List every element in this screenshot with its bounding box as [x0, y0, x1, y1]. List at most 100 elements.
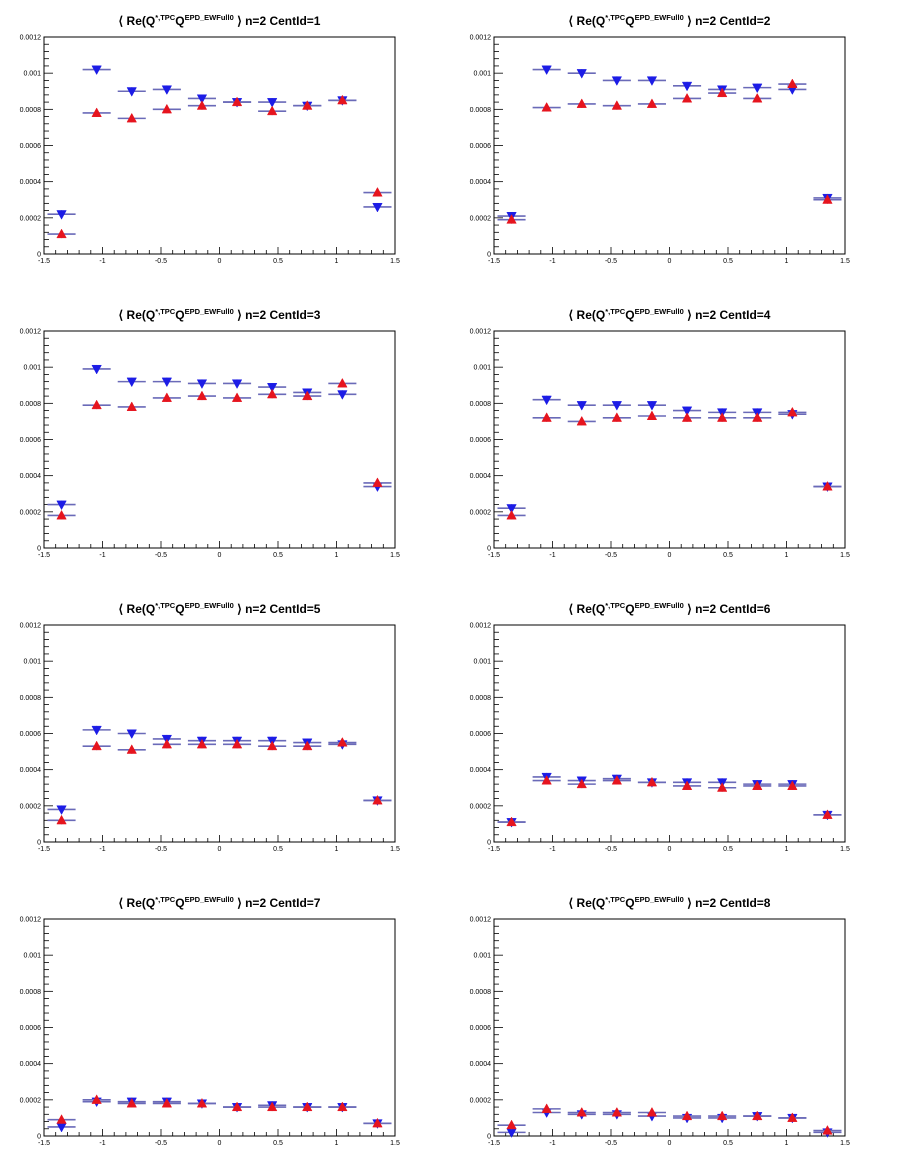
x-tick-label: 0 — [668, 552, 672, 559]
data-point-marker — [231, 1101, 243, 1112]
x-tick-label: -1.5 — [38, 258, 50, 265]
data-point-marker — [337, 94, 348, 105]
data-point-marker — [91, 399, 102, 410]
chart-title: ⟨ Re(Q*,TPCQEPD_EWFull0 ⟩ n=2 CentId=4 — [569, 307, 771, 322]
data-point-marker — [337, 390, 348, 400]
x-tick-label: -1 — [549, 552, 555, 559]
title-text: ⟩ n=2 CentId=3 — [234, 308, 321, 322]
y-tick-label: 0.001 — [473, 365, 491, 372]
x-tick-label: -1.5 — [38, 1140, 50, 1147]
chart-title: ⟨ Re(Q*,TPCQEPD_EWFull0 ⟩ n=2 CentId=2 — [569, 13, 771, 28]
x-tick-label: 1 — [335, 552, 339, 559]
data-point-marker — [752, 780, 763, 790]
title-text: Q — [625, 308, 634, 322]
x-tick-label: 0.5 — [273, 258, 283, 265]
y-tick-label: 0.0006 — [20, 143, 42, 150]
x-tick-label: -0.5 — [155, 1140, 167, 1147]
data-point-marker — [196, 390, 208, 401]
data-point-marker — [126, 87, 137, 97]
data-point-marker — [506, 509, 517, 520]
data-point-marker — [681, 92, 693, 103]
x-tick-label: -1.5 — [488, 1140, 500, 1147]
y-tick-label: 0.0006 — [470, 1025, 492, 1032]
series-up — [47, 94, 392, 239]
data-point-marker — [611, 774, 623, 785]
y-tick-label: 0.001 — [473, 659, 491, 666]
x-tick-label: -1 — [549, 846, 555, 853]
y-tick-label: 0.0004 — [20, 767, 42, 774]
x-tick-label: -0.5 — [605, 1140, 617, 1147]
title-text: Q — [175, 602, 184, 616]
series-up — [47, 1094, 392, 1128]
title-superscript: EPD_EWFull0 — [185, 307, 234, 316]
series-up — [47, 377, 392, 520]
data-point-marker — [126, 401, 137, 411]
x-tick-label: 0 — [218, 846, 222, 853]
title-text: ⟨ Re(Q — [569, 14, 606, 28]
data-point-marker — [302, 390, 313, 401]
data-point-marker — [126, 1097, 137, 1108]
data-point-marker — [161, 1097, 173, 1108]
y-tick-label: 0.0006 — [470, 437, 492, 444]
data-point-marker — [576, 69, 587, 79]
data-point-marker — [161, 85, 173, 95]
chart-panel-6: ⟨ Re(Q*,TPCQEPD_EWFull0 ⟩ n=2 CentId=6 0 0… — [470, 601, 850, 853]
title-superscript: *,TPC — [155, 307, 176, 316]
x-tick-label: 1.5 — [840, 258, 850, 265]
data-point-marker — [541, 65, 552, 76]
data-point-marker — [266, 740, 278, 751]
plot-frame — [493, 624, 846, 843]
x-tick-label: 0.5 — [723, 846, 733, 853]
x-tick-label: 0.5 — [273, 846, 283, 853]
y-tick-label: 0.0004 — [470, 767, 492, 774]
title-superscript: *,TPC — [155, 895, 176, 904]
y-tick-label: 0.0004 — [470, 179, 492, 186]
x-tick-label: 1 — [785, 258, 789, 265]
x-tick-label: -0.5 — [605, 552, 617, 559]
x-tick-label: -1.5 — [38, 552, 50, 559]
data-point-marker — [506, 214, 517, 224]
title-superscript: EPD_EWFull0 — [185, 895, 234, 904]
chart-title: ⟨ Re(Q*,TPCQEPD_EWFull0 ⟩ n=2 CentId=6 — [569, 601, 771, 616]
y-tick-label: 0.0004 — [470, 473, 492, 480]
data-point-marker — [56, 509, 67, 520]
data-point-marker — [196, 738, 208, 749]
data-point-marker — [646, 401, 658, 411]
data-point-marker — [576, 401, 587, 411]
data-point-marker — [56, 228, 67, 239]
title-text: Q — [625, 14, 634, 28]
title-text: ⟩ n=2 CentId=2 — [684, 14, 771, 28]
y-tick-label: 0.0004 — [20, 1061, 42, 1068]
x-tick-label: -0.5 — [155, 258, 167, 265]
y-tick-label: 0.0006 — [20, 1025, 42, 1032]
y-tick-label: 0.001 — [23, 659, 41, 666]
title-superscript: *,TPC — [605, 13, 626, 22]
data-point-marker — [231, 379, 243, 389]
title-text: Q — [175, 308, 184, 322]
data-point-marker — [716, 412, 728, 422]
data-point-marker — [196, 100, 208, 110]
chart-panel-8: ⟨ Re(Q*,TPCQEPD_EWFull0 ⟩ n=2 CentId=8 0 0… — [470, 895, 850, 1147]
data-point-marker — [716, 1110, 728, 1121]
data-point-marker — [752, 92, 763, 103]
title-superscript: EPD_EWFull0 — [185, 13, 234, 22]
data-point-marker — [126, 729, 137, 740]
x-tick-label: -1 — [99, 552, 105, 559]
x-tick-label: -1.5 — [488, 258, 500, 265]
x-tick-label: -0.5 — [155, 552, 167, 559]
x-tick-label: 1.5 — [390, 552, 400, 559]
title-superscript: EPD_EWFull0 — [635, 13, 684, 22]
title-superscript: EPD_EWFull0 — [635, 601, 684, 610]
chart-title: ⟨ Re(Q*,TPCQEPD_EWFull0 ⟩ n=2 CentId=8 — [569, 895, 771, 910]
data-point-marker — [646, 776, 658, 787]
x-tick-label: 0.5 — [723, 258, 733, 265]
data-point-marker — [91, 1094, 102, 1104]
y-tick-label: 0 — [37, 840, 41, 847]
chart-panel-4: ⟨ Re(Q*,TPCQEPD_EWFull0 ⟩ n=2 CentId=4 0 0… — [470, 307, 850, 559]
title-superscript: EPD_EWFull0 — [635, 895, 684, 904]
plot-frame — [43, 330, 396, 549]
y-tick-label: 0.001 — [23, 71, 41, 78]
y-tick-label: 0.0012 — [20, 623, 42, 630]
y-tick-label: 0.0012 — [470, 329, 492, 336]
